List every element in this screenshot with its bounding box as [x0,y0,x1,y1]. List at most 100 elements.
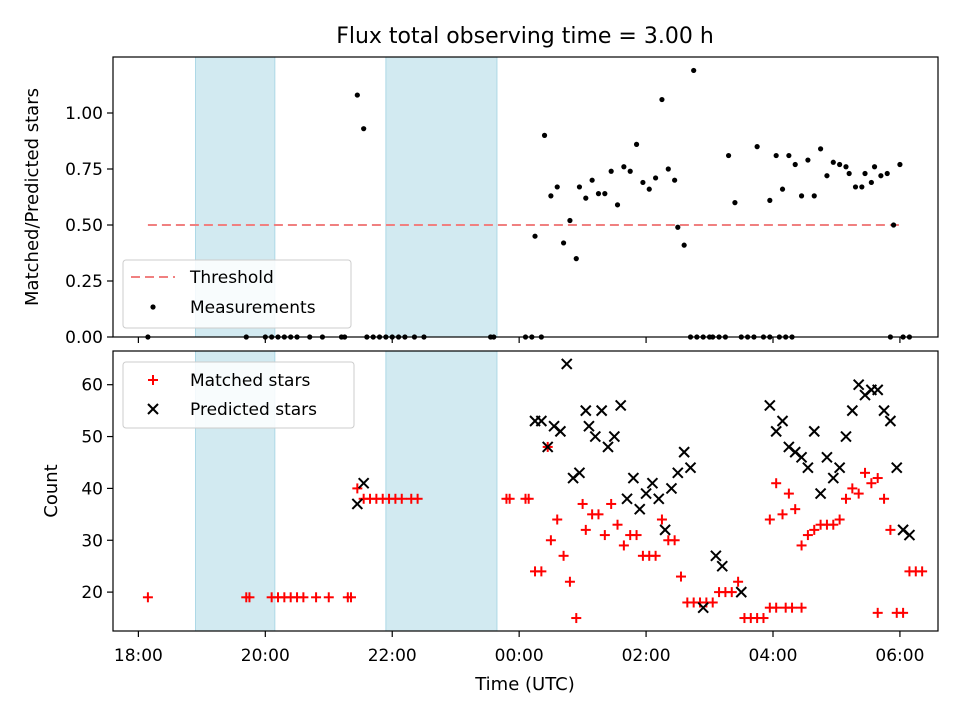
matched-point [885,524,896,535]
predicted-point [535,415,548,427]
measurement-point [890,222,897,228]
matched-point [650,550,661,561]
predicted-point [903,529,916,541]
top-y-ticks: 0.00 0.25 0.50 0.75 1.00 [65,104,113,348]
measurement-point [754,144,760,150]
measurement-point [532,233,538,239]
bottom-y-ticks: 20 30 40 50 60 [81,376,113,603]
x-axis-label: Time (UTC) [474,674,575,695]
predicted-point [802,461,814,474]
measurement-point [884,170,890,177]
legend-measurements-swatch [150,304,156,310]
predicted-point [678,446,690,458]
predicted-point [684,461,697,474]
predicted-point [589,430,602,443]
y-tick-label: 40 [81,479,103,499]
matched-point [504,493,515,504]
measurement-point [614,202,621,208]
bottom-panel: 20 30 40 50 60 18:00 20:00 22:00 00:00 02:00 04:0… [41,350,939,695]
measurement-point [541,132,548,138]
measurements-points [145,67,913,340]
measurement-point [868,179,874,186]
measurement-point [627,168,633,174]
measurement-point [652,175,659,181]
legend-box [122,259,352,329]
top-y-axis-label: Matched/Predicted stars [22,88,43,306]
measurement-point [798,193,805,199]
measurement-point [767,197,773,203]
matched-point [323,592,334,603]
predicted-point [634,503,646,515]
y-tick-label: 60 [81,376,103,396]
matched-point [536,566,547,577]
matched-point [311,592,322,603]
measurement-point [361,126,367,132]
matched-point [840,493,851,504]
measurement-point [573,256,579,262]
y-tick-label: 20 [81,583,103,603]
matched-point [656,514,667,525]
matched-point [777,509,788,520]
predicted-point [659,524,671,536]
predicted-point [554,425,567,438]
measurement-point [779,186,786,192]
legend-predicted-swatch [147,403,159,415]
predicted-point [646,477,659,489]
measurement-point [621,164,627,170]
measurement-point [837,161,843,168]
matched-point [580,524,591,535]
predicted-point [561,358,573,370]
x-tick-label: 00:00 [495,646,544,666]
predicted-point [640,487,652,500]
legend-threshold-label: Threshold [189,268,274,288]
legend-matched-swatch [148,375,158,385]
predicted-point [542,441,554,453]
x-tick-label: 06:00 [875,646,924,666]
predicted-point [878,404,890,417]
matched-point [298,592,309,603]
measurement-point [608,168,614,174]
measurement-point [859,184,865,190]
matched-point [872,473,883,484]
legend-box [122,361,355,429]
measurement-point [691,67,697,74]
measurement-point [548,193,554,199]
predicted-point [716,560,728,572]
matched-point [412,493,423,504]
predicted-point [580,404,592,417]
predicted-point [351,498,364,510]
measurement-point [560,240,567,246]
measurement-point [633,141,640,147]
predicted-point [602,441,614,453]
measurement-point [595,191,602,197]
x-tick-label: 18:00 [114,646,163,666]
matched-point [396,493,407,504]
matched-point [783,488,794,499]
y-tick-label: 1.00 [65,104,103,124]
measurement-point [675,224,681,230]
measurement-point [567,217,573,224]
bottom-legend: Matched stars Predicted stars [122,361,355,429]
predicted-point [653,493,665,505]
matched-point [872,607,883,618]
predicted-point [884,415,897,427]
measurement-point [602,191,608,197]
measurement-point [681,242,687,248]
predicted-point [735,586,747,598]
y-tick-label: 0.75 [65,160,103,180]
y-tick-label: 0.00 [65,328,103,348]
matched-point [917,566,928,577]
matched-point [733,576,744,587]
y-tick-label: 30 [81,531,103,551]
measurement-point [583,195,589,201]
matched-point [352,483,363,494]
predicted-point [852,378,865,391]
matched-point [593,509,604,520]
matched-point [606,498,617,509]
matched-point [577,498,588,509]
y-tick-label: 0.25 [65,272,103,292]
matched-point [545,535,556,546]
matched-point [142,592,153,603]
matched-point [707,597,718,608]
